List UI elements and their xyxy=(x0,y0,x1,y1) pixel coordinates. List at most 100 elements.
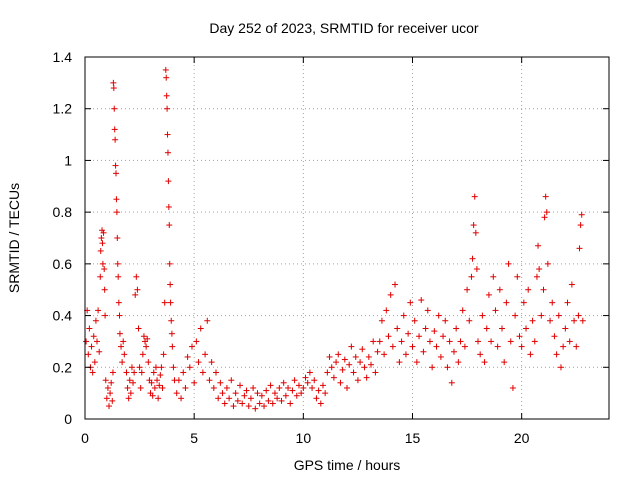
axis-ticks xyxy=(84,56,609,420)
data-point xyxy=(469,255,476,262)
data-point xyxy=(140,333,147,340)
data-point xyxy=(155,395,162,402)
data-point xyxy=(285,384,292,391)
data-point xyxy=(339,366,346,373)
data-point xyxy=(407,299,414,306)
data-point xyxy=(313,395,320,402)
data-point xyxy=(109,397,116,404)
y-tick-label: 0 xyxy=(64,411,72,427)
data-point xyxy=(295,382,302,389)
data-point xyxy=(357,359,364,366)
data-point xyxy=(261,403,268,410)
data-point xyxy=(354,377,361,384)
data-point xyxy=(111,126,118,133)
data-point xyxy=(514,273,521,280)
data-point xyxy=(577,222,584,229)
data-point xyxy=(435,312,442,319)
data-point xyxy=(324,369,331,376)
data-point xyxy=(490,273,497,280)
data-point xyxy=(217,379,224,386)
data-point xyxy=(431,328,438,335)
x-tick-labels: 0 5 10 15 20 xyxy=(81,430,530,446)
data-point xyxy=(540,286,547,293)
data-point xyxy=(330,374,337,381)
data-point xyxy=(191,379,198,386)
data-point xyxy=(450,348,457,355)
data-point xyxy=(473,266,480,273)
data-point xyxy=(468,273,475,280)
data-point xyxy=(265,397,272,404)
data-point xyxy=(252,405,259,412)
data-point xyxy=(133,273,140,280)
data-point xyxy=(344,384,350,391)
data-point xyxy=(165,203,172,210)
data-point xyxy=(276,384,283,391)
data-point xyxy=(256,400,263,407)
data-point xyxy=(471,193,478,200)
data-point xyxy=(95,307,102,314)
data-point xyxy=(237,382,244,389)
data-point xyxy=(518,343,525,350)
data-point xyxy=(499,325,506,332)
data-point xyxy=(306,369,313,376)
data-point xyxy=(531,338,538,345)
data-point xyxy=(254,390,261,397)
data-point xyxy=(165,178,172,185)
data-point xyxy=(109,369,116,376)
data-point xyxy=(442,317,449,324)
data-point xyxy=(547,317,554,324)
data-point xyxy=(282,392,289,399)
data-point xyxy=(378,317,385,324)
data-point xyxy=(113,170,120,177)
data-point xyxy=(457,338,464,345)
data-point xyxy=(496,286,503,293)
data-point xyxy=(173,390,180,397)
data-point xyxy=(488,338,495,345)
data-point xyxy=(280,379,287,386)
data-point xyxy=(319,382,326,389)
data-point xyxy=(311,377,318,384)
data-point xyxy=(148,379,155,386)
data-point xyxy=(89,369,96,376)
data-point xyxy=(108,379,115,386)
data-point xyxy=(291,377,298,384)
data-point xyxy=(111,105,118,112)
data-point xyxy=(91,359,98,366)
data-point xyxy=(392,281,399,288)
data-point xyxy=(188,343,195,350)
data-point xyxy=(137,384,144,391)
data-point xyxy=(164,131,171,138)
data-point xyxy=(138,369,145,376)
data-point xyxy=(459,307,466,314)
data-point xyxy=(170,364,177,371)
data-point xyxy=(402,351,409,358)
y-tick-label: 0.4 xyxy=(53,308,73,324)
data-point xyxy=(477,351,484,358)
data-point xyxy=(243,387,250,394)
data-point xyxy=(125,395,132,402)
data-point xyxy=(287,400,294,407)
data-point xyxy=(541,214,548,221)
data-point xyxy=(99,240,106,247)
data-point xyxy=(167,299,174,306)
data-point xyxy=(309,384,316,391)
data-point xyxy=(337,379,344,386)
data-point xyxy=(525,286,532,293)
x-tick-label: 0 xyxy=(81,430,89,446)
data-point xyxy=(269,400,276,407)
data-point xyxy=(448,379,455,386)
data-point xyxy=(420,348,427,355)
data-point xyxy=(455,359,462,366)
data-point xyxy=(564,299,571,306)
data-point xyxy=(100,229,107,236)
data-point xyxy=(387,291,394,298)
data-point xyxy=(123,369,130,376)
data-point xyxy=(199,369,206,376)
data-point xyxy=(136,364,143,371)
data-point xyxy=(527,351,534,358)
data-point xyxy=(363,374,370,381)
data-point xyxy=(352,353,359,360)
data-point xyxy=(112,162,119,169)
data-point xyxy=(112,136,119,143)
data-point xyxy=(317,400,324,407)
